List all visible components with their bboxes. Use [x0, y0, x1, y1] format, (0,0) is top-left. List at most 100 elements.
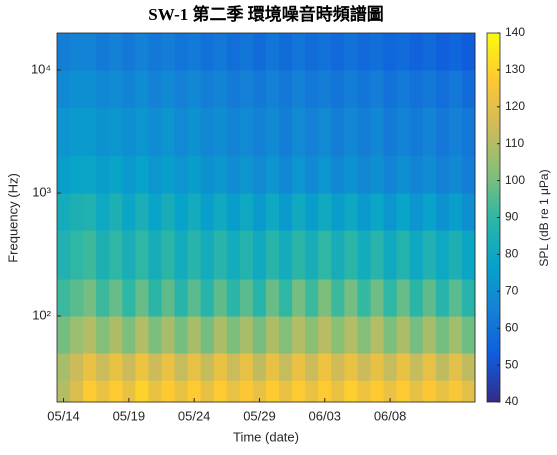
heatmap-cell — [279, 316, 293, 354]
heatmap-cell — [422, 279, 437, 317]
heatmap-cell — [422, 193, 437, 231]
heatmap-cell — [187, 230, 202, 280]
heatmap-cell — [396, 380, 411, 403]
heatmap-cell — [383, 380, 398, 403]
heatmap-cell — [174, 107, 189, 157]
plot-frame — [56, 32, 476, 403]
heatmap-cell — [135, 193, 149, 231]
heatmap-cell — [109, 193, 123, 231]
heatmap-cell — [357, 316, 371, 354]
heatmap-cell — [252, 193, 267, 231]
heatmap-cell — [448, 380, 463, 403]
heatmap-cell — [435, 70, 450, 108]
heatmap-cell — [422, 230, 437, 280]
heatmap-cell — [252, 107, 267, 157]
chart-title: SW-1 第二季 環境噪音時頻譜圖 — [148, 4, 383, 24]
heatmap-cell — [83, 230, 97, 280]
heatmap-cell — [161, 316, 176, 354]
heatmap-cell — [383, 193, 398, 231]
heatmap-cell — [161, 193, 176, 231]
y-tick-label: 10⁴ — [31, 61, 51, 76]
heatmap-cell — [70, 316, 84, 354]
heatmap-cell — [331, 230, 345, 280]
heatmap-cell — [383, 353, 398, 381]
heatmap-cell — [109, 107, 123, 157]
heatmap-cell — [213, 279, 228, 317]
heatmap-cell — [318, 193, 332, 231]
heatmap-cell — [70, 279, 84, 317]
heatmap-cell — [200, 193, 215, 231]
heatmap-cell — [279, 279, 293, 317]
heatmap-cell — [57, 353, 71, 381]
heatmap-cell — [57, 107, 71, 157]
heatmap-cell — [461, 33, 476, 71]
heatmap-cell — [331, 316, 345, 354]
heatmap-cell — [435, 353, 450, 381]
heatmap-cell — [357, 33, 371, 71]
heatmap-cell — [279, 193, 293, 231]
heatmap-cell — [213, 316, 228, 354]
heatmap-cell — [213, 230, 228, 280]
heatmap-cell — [331, 380, 345, 403]
heatmap-cell — [435, 230, 450, 280]
heatmap-cell — [148, 353, 162, 381]
heatmap-cell — [109, 33, 123, 71]
heatmap-cell — [200, 279, 215, 317]
heatmap-cell — [213, 156, 228, 194]
heatmap-cell — [96, 380, 110, 403]
heatmap-cell — [135, 107, 149, 157]
heatmap-cell — [318, 70, 332, 108]
heatmap-cell — [70, 33, 84, 71]
heatmap-cell — [305, 230, 319, 280]
heatmap-cell — [266, 353, 280, 381]
heatmap-cell — [318, 316, 332, 354]
heatmap-cell — [148, 230, 162, 280]
heatmap-cell — [318, 107, 332, 157]
heatmap-cell — [226, 156, 241, 194]
heatmap-cell — [305, 156, 319, 194]
heatmap-cell — [383, 70, 398, 108]
heatmap-cell — [239, 70, 254, 108]
heatmap-cell — [435, 279, 450, 317]
heatmap-cell — [266, 193, 280, 231]
heatmap-cell — [213, 380, 228, 403]
heatmap-cell — [70, 380, 84, 403]
heatmap-cell — [226, 33, 241, 71]
colorbar-tick-label: 40 — [505, 394, 519, 408]
heatmap-cell — [122, 279, 136, 317]
x-tick-label: 05/19 — [113, 408, 146, 423]
heatmap-cell — [422, 33, 437, 71]
heatmap-cell — [135, 230, 149, 280]
heatmap-cell — [174, 353, 189, 381]
heatmap-cell — [279, 380, 293, 403]
heatmap-cell — [266, 33, 280, 71]
heatmap-cell — [344, 353, 358, 381]
heatmap-cell — [135, 380, 149, 403]
heatmap-cell — [396, 193, 411, 231]
heatmap-cell — [239, 33, 254, 71]
heatmap-cell — [187, 156, 202, 194]
heatmap-cell — [252, 316, 267, 354]
heatmap-cell — [96, 279, 110, 317]
heatmap-cell — [122, 316, 136, 354]
heatmap-cell — [96, 353, 110, 381]
heatmap-cell — [252, 353, 267, 381]
heatmap-cell — [357, 70, 371, 108]
heatmap-cell — [161, 380, 176, 403]
colorbar-label: SPL (dB re 1 μPa) — [537, 169, 551, 266]
x-tick-label: 05/14 — [47, 408, 80, 423]
heatmap-cell — [226, 380, 241, 403]
heatmap-cell — [435, 107, 450, 157]
colorbar-tick-label: 120 — [505, 99, 525, 113]
heatmap-cell — [422, 353, 437, 381]
heatmap-cell — [370, 107, 385, 157]
heatmap-cell — [448, 353, 463, 381]
heatmap-cell — [292, 380, 306, 403]
heatmap-cell — [174, 193, 189, 231]
heatmap-cell — [383, 316, 398, 354]
heatmap-cell — [331, 193, 345, 231]
heatmap-cell — [135, 70, 149, 108]
heatmap-cell — [266, 107, 280, 157]
heatmap-cell — [226, 70, 241, 108]
heatmap-cell — [213, 353, 228, 381]
